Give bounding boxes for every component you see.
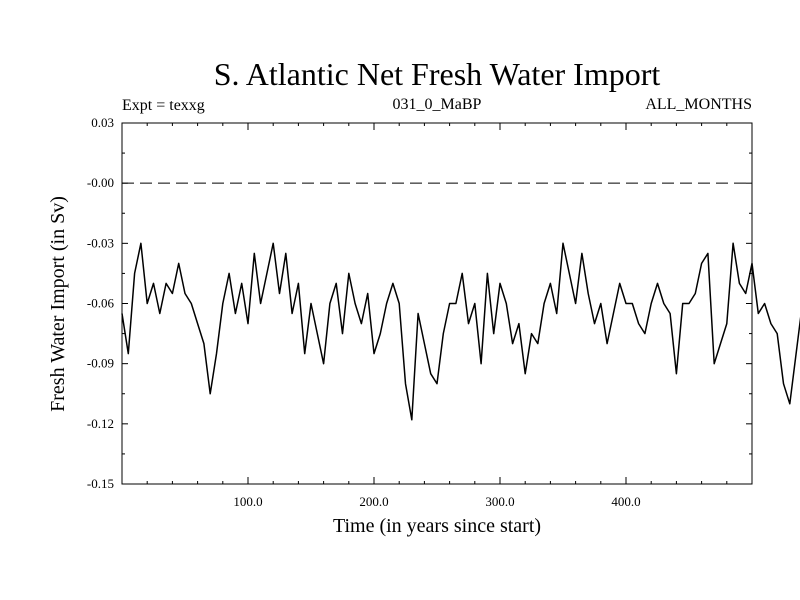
period-label: 031_0_MaBP (393, 96, 482, 113)
y-tick-label: -0.00 (87, 175, 114, 190)
experiment-label: Expt = texxg (122, 97, 205, 114)
x-tick-label: 200.0 (359, 494, 388, 509)
y-tick-label: -0.09 (87, 356, 114, 371)
y-tick-label: 0.03 (91, 115, 114, 130)
y-tick-label: -0.15 (87, 476, 114, 491)
x-axis-label: Time (in years since start) (333, 515, 541, 537)
plot-frame (121, 122, 753, 485)
x-tick-label: 300.0 (485, 494, 514, 509)
y-axis-label: Fresh Water Import (in Sv) (47, 196, 69, 412)
x-tick-label: 100.0 (233, 494, 262, 509)
plot-area: 0.03 -0.00 -0.03 -0.06 -0.09 -0.12 -0.15 100.0 2… (87, 115, 800, 509)
y-tick-label: -0.03 (87, 235, 114, 250)
y-tick-label: -0.12 (87, 416, 114, 431)
months-label: ALL_MONTHS (645, 96, 752, 113)
x-tick-label: 400.0 (611, 494, 640, 509)
y-tick-label: -0.06 (87, 296, 115, 311)
series-line (121, 242, 800, 421)
chart-title: S. Atlantic Net Fresh Water Import (214, 56, 661, 92)
